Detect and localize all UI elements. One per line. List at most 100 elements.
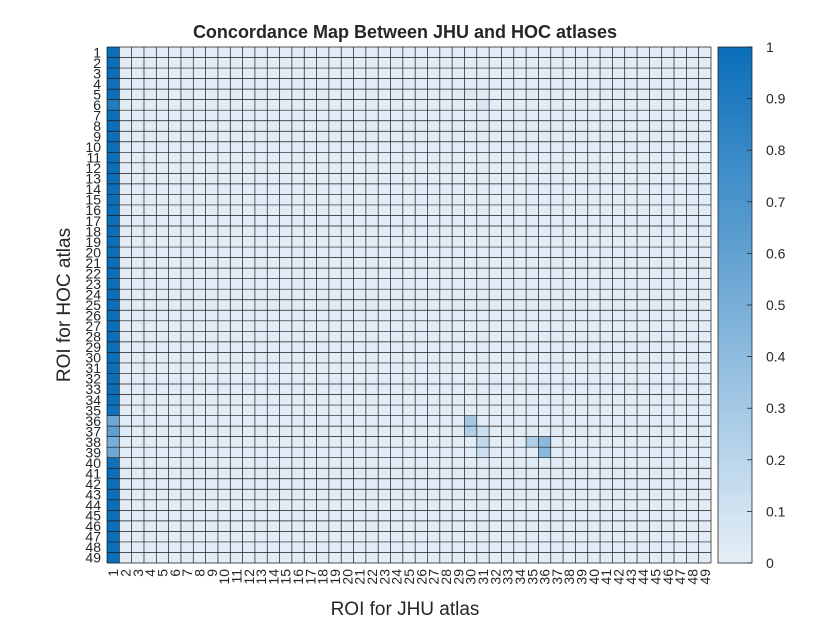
heatmap-cell: [242, 120, 256, 132]
heatmap-cell: [180, 268, 194, 279]
heatmap-cell: [439, 120, 453, 132]
heatmap-cell: [242, 415, 256, 427]
heatmap-cell: [464, 47, 478, 58]
heatmap-cell: [600, 236, 613, 248]
heatmap-cell: [489, 226, 502, 237]
heatmap-cell: [180, 99, 194, 111]
heatmap-cell: [427, 289, 441, 301]
heatmap-cell: [476, 236, 490, 248]
heatmap-cell: [328, 352, 342, 364]
heatmap-cell: [242, 194, 256, 206]
heatmap-cell: [526, 78, 539, 90]
heatmap-cell: [674, 289, 687, 301]
heatmap-cell: [316, 183, 330, 195]
heatmap-cell: [661, 110, 675, 122]
heatmap-cell: [402, 405, 416, 416]
x-tick-label: 24: [389, 569, 405, 585]
heatmap-cell: [501, 204, 515, 216]
heatmap-cell: [131, 47, 145, 58]
heatmap-cell: [698, 489, 712, 501]
heatmap-cell: [587, 447, 601, 458]
heatmap-cell: [279, 299, 293, 311]
heatmap-cell: [316, 499, 330, 511]
heatmap-cell: [168, 552, 182, 564]
heatmap-cell: [624, 478, 638, 490]
heatmap-cell: [156, 436, 169, 448]
heatmap-cell: [353, 415, 367, 427]
heatmap-cell: [649, 499, 662, 511]
heatmap-cell: [489, 131, 502, 143]
heatmap-cell: [661, 236, 675, 248]
heatmap-cell: [217, 68, 231, 79]
heatmap-cell: [427, 383, 441, 395]
heatmap-cell: [637, 215, 650, 227]
heatmap-cell: [439, 47, 453, 58]
heatmap-cell: [649, 89, 662, 100]
heatmap-cell: [427, 162, 441, 174]
heatmap-cell: [600, 520, 613, 532]
heatmap-cell: [143, 520, 157, 532]
heatmap-cell: [612, 141, 626, 153]
heatmap-cell: [439, 362, 453, 374]
heatmap-cell: [254, 268, 268, 279]
heatmap-cell: [156, 215, 169, 227]
heatmap-cell: [267, 173, 280, 185]
heatmap-cell: [242, 331, 256, 343]
heatmap-cell: [279, 47, 293, 58]
heatmap-cell: [242, 468, 256, 480]
heatmap-cell: [513, 120, 527, 132]
heatmap-cell: [291, 320, 305, 332]
x-tick-label: 4: [142, 569, 158, 577]
heatmap-cell: [156, 120, 169, 132]
heatmap-cell: [304, 489, 317, 501]
heatmap-cell: [513, 499, 527, 511]
heatmap-cell: [501, 120, 515, 132]
heatmap-cell: [291, 131, 305, 143]
heatmap-cell: [193, 268, 206, 279]
heatmap-cell: [291, 426, 305, 437]
heatmap-cell: [107, 78, 120, 90]
heatmap-cell: [304, 310, 317, 322]
heatmap-cell: [365, 162, 379, 174]
heatmap-cell: [575, 362, 589, 374]
heatmap-cell: [316, 131, 330, 143]
heatmap-cell: [193, 426, 206, 437]
heatmap-cell: [464, 162, 478, 174]
heatmap-cell: [193, 436, 206, 448]
y-tick-label: 28: [85, 329, 101, 345]
heatmap-cell: [193, 310, 206, 322]
heatmap-cell: [698, 499, 712, 511]
heatmap-cell: [649, 405, 662, 416]
heatmap-cell: [637, 457, 650, 469]
heatmap-cell: [390, 278, 404, 290]
heatmap-cell: [217, 268, 231, 279]
heatmap-cell: [378, 215, 391, 227]
heatmap-cell: [254, 215, 268, 227]
heatmap-cell: [304, 131, 317, 143]
heatmap-cell: [107, 341, 120, 353]
heatmap-cell: [513, 131, 527, 143]
heatmap-cell: [624, 510, 638, 522]
heatmap-cells: [107, 47, 712, 564]
heatmap-cell: [365, 510, 379, 522]
heatmap-cell: [612, 426, 626, 437]
heatmap-cell: [464, 457, 478, 469]
heatmap-cell: [316, 415, 330, 427]
heatmap-cell: [637, 468, 650, 480]
heatmap-cell: [180, 331, 194, 343]
heatmap-cell: [427, 331, 441, 343]
heatmap-cell: [328, 331, 342, 343]
heatmap-cell: [600, 268, 613, 279]
heatmap-cell: [674, 173, 687, 185]
heatmap-cell: [686, 278, 699, 290]
colorbar-tick-label: 0.8: [766, 142, 786, 158]
heatmap-cell: [143, 89, 157, 100]
heatmap-cell: [661, 173, 675, 185]
heatmap-cell: [193, 289, 206, 301]
heatmap-cell: [230, 131, 243, 143]
heatmap-cell: [538, 57, 552, 69]
heatmap-cell: [612, 331, 626, 343]
heatmap-cell: [193, 47, 206, 58]
heatmap-cell: [452, 457, 465, 469]
heatmap-cell: [378, 310, 391, 322]
